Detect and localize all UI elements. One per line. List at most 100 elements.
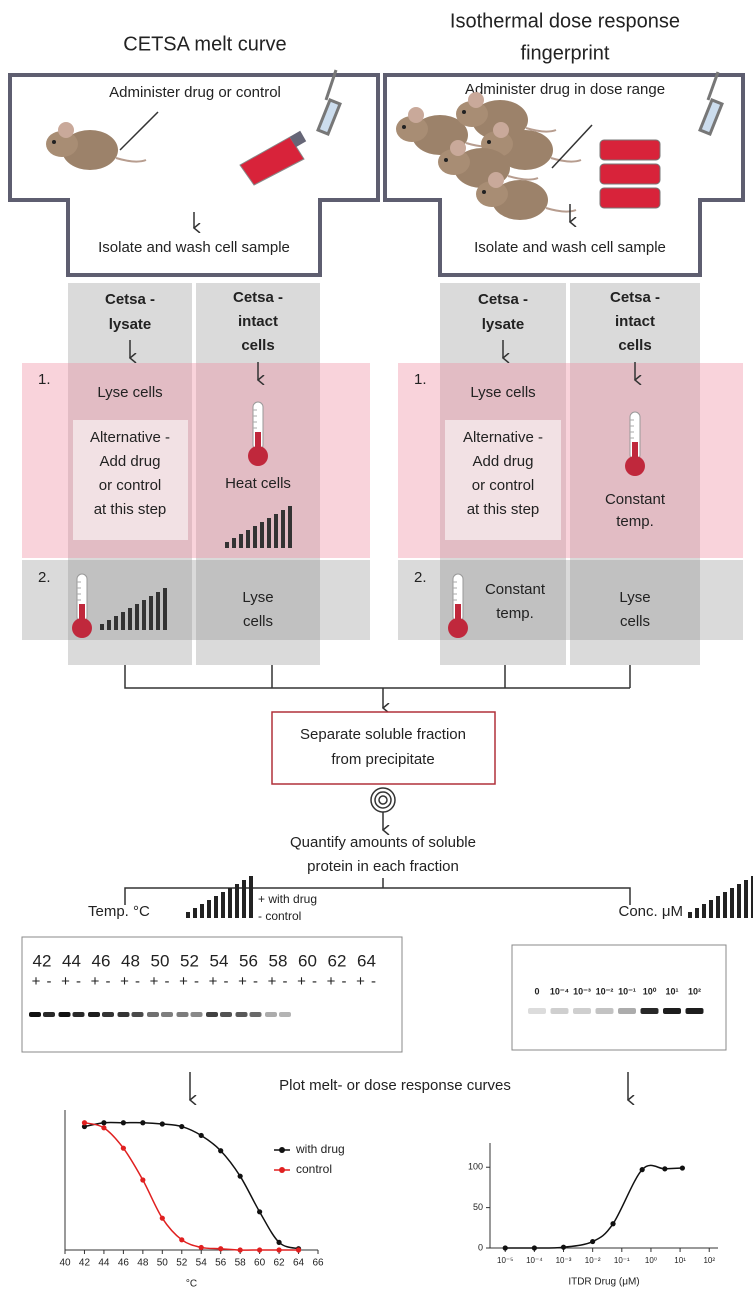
step-text: Lyse: [619, 589, 650, 606]
x-tick-label: 10⁻⁴: [526, 1256, 543, 1265]
point: [160, 1121, 165, 1126]
x-tick-label: 52: [176, 1258, 188, 1269]
lane-sign: +: [32, 973, 41, 990]
step-number: 2.: [414, 569, 427, 586]
lane-label: 10⁻³: [573, 986, 591, 996]
lane-label: 50: [151, 951, 170, 970]
lane-sign: +: [327, 973, 336, 990]
lane-label: 54: [210, 951, 229, 970]
step-text: Constant: [605, 491, 666, 508]
lane-sign: -: [194, 973, 199, 990]
point: [296, 1247, 301, 1252]
band: [88, 1012, 100, 1017]
x-tick-label: 10¹: [674, 1256, 686, 1265]
step-text: Add drug: [100, 453, 161, 470]
gel-legend: - control: [258, 909, 301, 923]
column-header: Cetsa -: [233, 289, 283, 306]
band: [279, 1012, 291, 1017]
band: [206, 1012, 218, 1017]
box-text: Separate soluble fraction: [300, 726, 466, 743]
column-header: Cetsa -: [610, 289, 660, 306]
band: [43, 1012, 55, 1017]
y-tick-label: 0: [478, 1242, 483, 1252]
lane-sign: +: [209, 973, 218, 990]
lane-label: 10⁰: [643, 986, 657, 996]
gel: [512, 945, 726, 1050]
point: [101, 1125, 106, 1130]
plot-caption: Plot melt- or dose response curves: [279, 1077, 511, 1094]
step-number: 1.: [38, 371, 51, 388]
column-header: lysate: [482, 316, 525, 333]
x-tick-label: 44: [98, 1258, 110, 1269]
point: [238, 1174, 243, 1179]
step-text: Lyse cells: [470, 384, 535, 401]
band: [102, 1012, 114, 1017]
separate-box: [272, 712, 495, 784]
band: [118, 1012, 130, 1017]
lane-sign: -: [253, 973, 258, 990]
x-tick-label: 10⁻³: [556, 1256, 572, 1265]
panel-title: CETSA melt curve: [123, 33, 286, 55]
x-tick-label: 40: [59, 1258, 71, 1269]
x-tick-label: 50: [157, 1258, 169, 1269]
point: [561, 1245, 566, 1250]
point: [238, 1247, 243, 1252]
step-text: at this step: [94, 501, 167, 518]
lane-sign: -: [371, 973, 376, 990]
lane-label: 10⁻¹: [618, 986, 636, 996]
x-tick-label: 64: [293, 1258, 305, 1269]
lane-sign: -: [165, 973, 170, 990]
lane-sign: +: [120, 973, 129, 990]
bracket: [125, 665, 630, 688]
point: [610, 1221, 615, 1226]
gradient-icon: [186, 876, 253, 918]
x-tick-label: 58: [235, 1258, 247, 1269]
band: [596, 1008, 614, 1014]
point: [590, 1239, 595, 1244]
point: [218, 1246, 223, 1251]
legend-marker: [279, 1147, 285, 1153]
lane-sign: -: [224, 973, 229, 990]
x-tick-label: 46: [118, 1258, 130, 1269]
lane-label: 60: [298, 951, 317, 970]
point: [276, 1247, 281, 1252]
point: [503, 1245, 508, 1250]
band: [686, 1008, 704, 1014]
figure: CETSA melt curve Isothermal dose respons…: [0, 0, 753, 1292]
lane-label: 48: [121, 951, 140, 970]
lane-label: 0: [534, 986, 539, 996]
x-tick-label: 60: [254, 1258, 266, 1269]
lane-sign: +: [150, 973, 159, 990]
band: [177, 1012, 189, 1017]
point: [640, 1167, 645, 1172]
centrifuge-icon: [371, 788, 395, 812]
x-axis-label: ITDR Drug (μM): [568, 1277, 639, 1288]
lane-label: 64: [357, 951, 376, 970]
gel-label: Temp. °C: [88, 903, 150, 920]
lane-sign: -: [312, 973, 317, 990]
column-header: Cetsa -: [105, 291, 155, 308]
band: [191, 1012, 203, 1017]
lane-label: 46: [92, 951, 111, 970]
column-header: cells: [618, 337, 651, 354]
legend-marker: [279, 1167, 285, 1173]
lane-sign: -: [76, 973, 81, 990]
band: [265, 1012, 277, 1017]
point: [662, 1166, 667, 1171]
point: [680, 1165, 685, 1170]
x-tick-label: 10²: [703, 1256, 715, 1265]
band: [250, 1012, 262, 1017]
lane-sign: -: [283, 973, 288, 990]
lane-sign: -: [106, 973, 111, 990]
gel-legend: + with drug: [258, 892, 317, 906]
lane-sign: -: [135, 973, 140, 990]
lane-sign: +: [61, 973, 70, 990]
x-tick-label: 10⁻²: [585, 1256, 601, 1265]
step-text: Constant: [485, 581, 546, 598]
band: [73, 1012, 85, 1017]
lane-label: 10⁻²: [596, 986, 614, 996]
lane-sign: -: [47, 973, 52, 990]
column-header: intact: [238, 313, 278, 330]
step-text: cells: [620, 613, 650, 630]
